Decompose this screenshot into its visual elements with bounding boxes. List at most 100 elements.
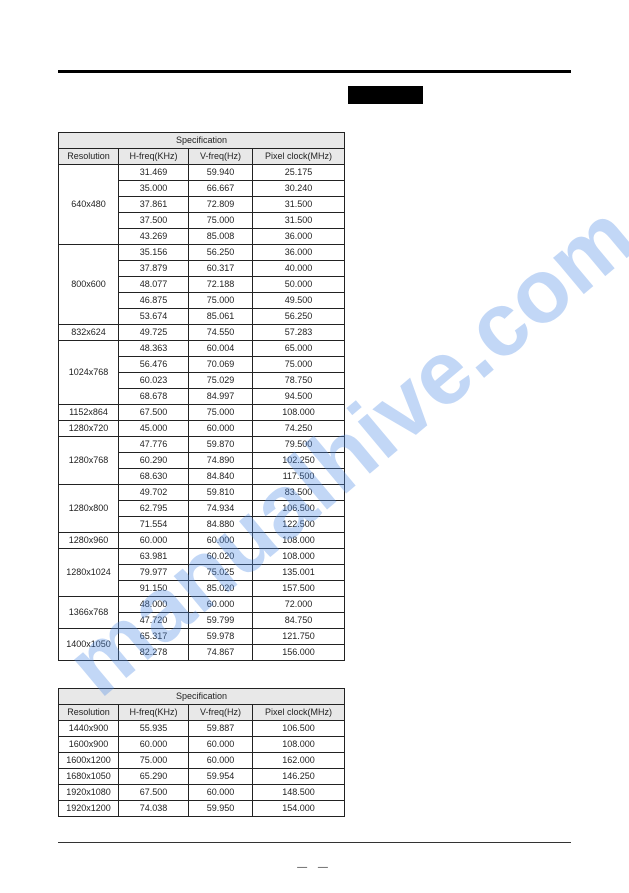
- table-row: 1680x105065.29059.954146.250: [59, 769, 345, 785]
- cell-vfreq: 66.667: [189, 181, 253, 197]
- cell-pixclock: 108.000: [253, 533, 345, 549]
- table-row: 1280x80049.70259.81083.500: [59, 485, 345, 501]
- cell-pixclock: 106.500: [253, 721, 345, 737]
- cell-hfreq: 31.469: [119, 165, 189, 181]
- cell-hfreq: 65.317: [119, 629, 189, 645]
- cell-hfreq: 75.000: [119, 753, 189, 769]
- cell-hfreq: 67.500: [119, 405, 189, 421]
- spec-table-1-wrap: Specification Resolution H-freq(KHz) V-f…: [58, 132, 345, 661]
- cell-resolution: 1600x900: [59, 737, 119, 753]
- cell-hfreq: 37.879: [119, 261, 189, 277]
- cell-vfreq: 59.810: [189, 485, 253, 501]
- table-row: 1024x76848.36360.00465.000: [59, 341, 345, 357]
- table-row: 800x60035.15656.25036.000: [59, 245, 345, 261]
- cell-pixclock: 108.000: [253, 549, 345, 565]
- cell-vfreq: 74.867: [189, 645, 253, 661]
- cell-pixclock: 106.500: [253, 501, 345, 517]
- footer: — —: [0, 862, 629, 873]
- cell-hfreq: 60.000: [119, 533, 189, 549]
- table-title: Specification: [59, 133, 345, 149]
- cell-hfreq: 55.935: [119, 721, 189, 737]
- cell-pixclock: 74.250: [253, 421, 345, 437]
- cell-pixclock: 31.500: [253, 197, 345, 213]
- table-row: Resolution H-freq(KHz) V-freq(Hz) Pixel …: [59, 705, 345, 721]
- cell-vfreq: 84.997: [189, 389, 253, 405]
- cell-hfreq: 35.000: [119, 181, 189, 197]
- cell-resolution: 1280x768: [59, 437, 119, 485]
- bottom-rule: [58, 842, 571, 843]
- table-row: 1920x120074.03859.950154.000: [59, 801, 345, 817]
- cell-vfreq: 60.317: [189, 261, 253, 277]
- cell-pixclock: 79.500: [253, 437, 345, 453]
- cell-vfreq: 56.250: [189, 245, 253, 261]
- cell-vfreq: 59.954: [189, 769, 253, 785]
- cell-vfreq: 75.000: [189, 293, 253, 309]
- spec-table-2-body: 1440x90055.93559.887106.5001600x90060.00…: [59, 721, 345, 817]
- cell-pixclock: 108.000: [253, 405, 345, 421]
- cell-pixclock: 56.250: [253, 309, 345, 325]
- cell-vfreq: 85.008: [189, 229, 253, 245]
- cell-hfreq: 49.702: [119, 485, 189, 501]
- cell-pixclock: 122.500: [253, 517, 345, 533]
- cell-hfreq: 60.290: [119, 453, 189, 469]
- cell-vfreq: 75.000: [189, 405, 253, 421]
- cell-pixclock: 40.000: [253, 261, 345, 277]
- cell-hfreq: 47.720: [119, 613, 189, 629]
- cell-vfreq: 60.000: [189, 421, 253, 437]
- cell-hfreq: 43.269: [119, 229, 189, 245]
- cell-resolution: 1366x768: [59, 597, 119, 629]
- cell-hfreq: 56.476: [119, 357, 189, 373]
- cell-vfreq: 59.940: [189, 165, 253, 181]
- col-vfreq: V-freq(Hz): [189, 705, 253, 721]
- cell-vfreq: 75.025: [189, 565, 253, 581]
- cell-hfreq: 79.977: [119, 565, 189, 581]
- spec-table-1-body: 640x48031.46959.94025.17535.00066.66730.…: [59, 165, 345, 661]
- cell-pixclock: 72.000: [253, 597, 345, 613]
- cell-pixclock: 156.000: [253, 645, 345, 661]
- cell-hfreq: 91.150: [119, 581, 189, 597]
- top-rule: [58, 70, 571, 73]
- cell-resolution: 1440x900: [59, 721, 119, 737]
- page: Specification Resolution H-freq(KHz) V-f…: [0, 0, 629, 893]
- col-resolution: Resolution: [59, 705, 119, 721]
- cell-vfreq: 59.799: [189, 613, 253, 629]
- table-row: 1920x108067.50060.000148.500: [59, 785, 345, 801]
- cell-hfreq: 71.554: [119, 517, 189, 533]
- cell-hfreq: 65.290: [119, 769, 189, 785]
- col-hfreq: H-freq(KHz): [119, 705, 189, 721]
- col-hfreq: H-freq(KHz): [119, 149, 189, 165]
- cell-pixclock: 49.500: [253, 293, 345, 309]
- table-row: Specification: [59, 133, 345, 149]
- cell-hfreq: 68.630: [119, 469, 189, 485]
- table-title: Specification: [59, 689, 345, 705]
- col-pixclock: Pixel clock(MHz): [253, 705, 345, 721]
- cell-vfreq: 75.000: [189, 213, 253, 229]
- table-row: Specification: [59, 689, 345, 705]
- cell-pixclock: 30.240: [253, 181, 345, 197]
- cell-hfreq: 60.023: [119, 373, 189, 389]
- cell-hfreq: 48.077: [119, 277, 189, 293]
- cell-hfreq: 45.000: [119, 421, 189, 437]
- cell-pixclock: 65.000: [253, 341, 345, 357]
- cell-pixclock: 121.750: [253, 629, 345, 645]
- cell-pixclock: 31.500: [253, 213, 345, 229]
- table-row: 1366x76848.00060.00072.000: [59, 597, 345, 613]
- cell-hfreq: 63.981: [119, 549, 189, 565]
- cell-resolution: 1680x1050: [59, 769, 119, 785]
- cell-resolution: 1152x864: [59, 405, 119, 421]
- cell-hfreq: 46.875: [119, 293, 189, 309]
- cell-hfreq: 82.278: [119, 645, 189, 661]
- table-row: 1152x86467.50075.000108.000: [59, 405, 345, 421]
- cell-pixclock: 75.000: [253, 357, 345, 373]
- table-row: 640x48031.46959.94025.175: [59, 165, 345, 181]
- cell-vfreq: 59.950: [189, 801, 253, 817]
- cell-vfreq: 60.020: [189, 549, 253, 565]
- cell-pixclock: 148.500: [253, 785, 345, 801]
- cell-vfreq: 60.000: [189, 753, 253, 769]
- table-row: 1600x90060.00060.000108.000: [59, 737, 345, 753]
- cell-resolution: 800x600: [59, 245, 119, 325]
- cell-resolution: 832x624: [59, 325, 119, 341]
- cell-hfreq: 35.156: [119, 245, 189, 261]
- spec-table-1: Specification Resolution H-freq(KHz) V-f…: [58, 132, 345, 661]
- cell-pixclock: 162.000: [253, 753, 345, 769]
